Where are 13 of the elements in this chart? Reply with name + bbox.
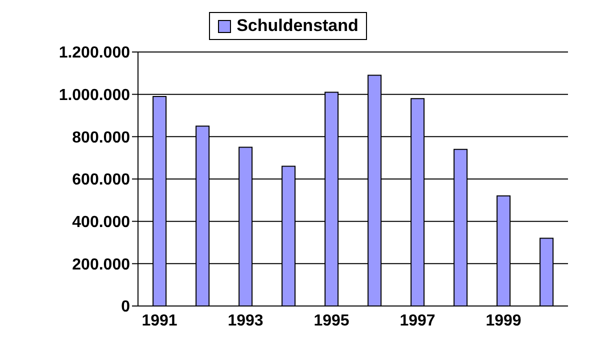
y-tick-label: 600.000: [72, 172, 130, 189]
legend-label: Schuldenstand: [236, 16, 358, 36]
y-tick-label: 400.000: [72, 214, 130, 232]
x-tick-label: 1991: [142, 312, 178, 330]
y-tick-label: 200.000: [72, 256, 130, 274]
x-tick-label: 1997: [400, 312, 436, 330]
y-tick-label: 1.200.000: [58, 44, 130, 62]
x-tick-label: 1999: [486, 312, 522, 330]
y-tick-label: 1.000.000: [58, 87, 130, 104]
y-tick-label: 0: [121, 298, 130, 316]
x-tick-label: 1993: [228, 312, 264, 330]
x-tick-label: 1995: [314, 312, 350, 330]
y-tick-label: 800.000: [72, 129, 130, 146]
